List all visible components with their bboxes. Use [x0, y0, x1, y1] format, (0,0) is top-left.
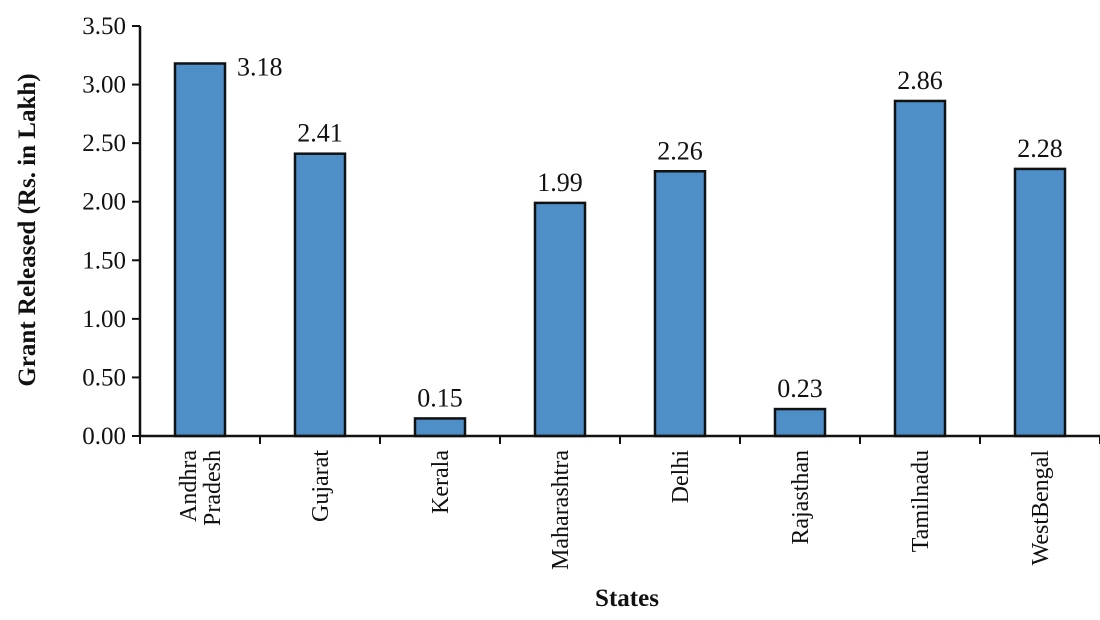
data-label: 1.99: [537, 168, 583, 197]
x-ticks-group: [139, 436, 1100, 444]
y-axis-title: Grant Released (Rs. in Lakh): [14, 73, 41, 386]
y-tick-label: 2.50: [82, 130, 126, 157]
y-tick-label: 3.50: [82, 13, 126, 40]
y-tick-label: 1.00: [82, 306, 126, 333]
data-label: 3.18: [237, 52, 283, 81]
category-label-line: Kerala: [428, 450, 454, 514]
bar: [293, 152, 347, 438]
bar: [653, 170, 707, 438]
bar: [173, 62, 227, 438]
data-label: 2.86: [897, 66, 943, 95]
category-label-line: Pradesh: [200, 450, 226, 526]
data-labels-group: 3.18 2.41 0.15 1.99 2.26 0.23 2.86 2.28: [237, 52, 1063, 412]
data-label: 2.28: [1017, 134, 1063, 163]
category-label: WestBengal: [1028, 450, 1054, 566]
bar: [893, 99, 947, 438]
category-label-line: Gujarat: [308, 450, 334, 522]
y-tick-label: 3.00: [82, 72, 126, 99]
category-label: Maharashtra: [548, 450, 574, 570]
bars-group: [173, 62, 1067, 438]
category-label-line: Andhra: [176, 450, 202, 522]
data-label: 2.41: [297, 119, 343, 148]
bar: [413, 417, 467, 438]
bar: [773, 407, 827, 438]
category-label-line: Delhi: [668, 450, 694, 504]
y-ticks-group: 0.00 0.50 1.00 1.50 2.00 2.50 3.00 3.50: [82, 13, 140, 450]
category-label-line: WestBengal: [1028, 450, 1054, 566]
data-label: 0.15: [417, 383, 463, 412]
category-label-line: Tamilnadu: [908, 450, 934, 552]
y-tick-label: 2.00: [82, 189, 126, 216]
y-tick-label: 0.50: [82, 364, 126, 391]
category-label: Rajasthan: [788, 450, 814, 545]
category-label-line: Maharashtra: [548, 450, 574, 570]
data-label: 2.26: [657, 136, 703, 165]
data-label: 0.23: [777, 374, 823, 403]
category-label: Tamilnadu: [908, 450, 934, 552]
x-axis-title: States: [595, 585, 659, 612]
category-label-line: Rajasthan: [788, 450, 814, 545]
category-label: Gujarat: [308, 450, 334, 522]
category-label: Kerala: [428, 450, 454, 514]
category-label: Delhi: [668, 450, 694, 504]
bar: [1013, 167, 1067, 438]
bar: [533, 201, 587, 438]
y-tick-label: 1.50: [82, 247, 126, 274]
y-tick-label: 0.00: [82, 423, 126, 450]
